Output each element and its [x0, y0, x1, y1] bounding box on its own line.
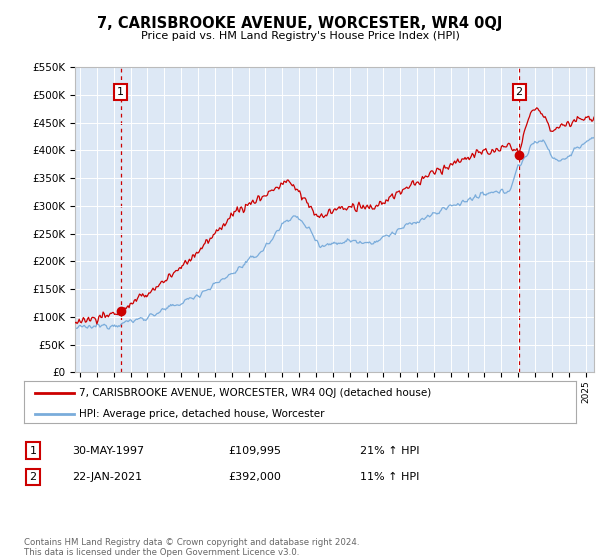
- Text: 2: 2: [29, 472, 37, 482]
- Text: HPI: Average price, detached house, Worcester: HPI: Average price, detached house, Worc…: [79, 409, 325, 418]
- Text: Price paid vs. HM Land Registry's House Price Index (HPI): Price paid vs. HM Land Registry's House …: [140, 31, 460, 41]
- Text: 1: 1: [117, 87, 124, 97]
- Text: £392,000: £392,000: [228, 472, 281, 482]
- Text: 1: 1: [29, 446, 37, 456]
- Text: 21% ↑ HPI: 21% ↑ HPI: [360, 446, 419, 456]
- Text: 30-MAY-1997: 30-MAY-1997: [72, 446, 144, 456]
- Text: 22-JAN-2021: 22-JAN-2021: [72, 472, 142, 482]
- Text: Contains HM Land Registry data © Crown copyright and database right 2024.
This d: Contains HM Land Registry data © Crown c…: [24, 538, 359, 557]
- Text: 11% ↑ HPI: 11% ↑ HPI: [360, 472, 419, 482]
- Text: 2: 2: [515, 87, 523, 97]
- Text: 7, CARISBROOKE AVENUE, WORCESTER, WR4 0QJ (detached house): 7, CARISBROOKE AVENUE, WORCESTER, WR4 0Q…: [79, 388, 431, 398]
- Text: 7, CARISBROOKE AVENUE, WORCESTER, WR4 0QJ: 7, CARISBROOKE AVENUE, WORCESTER, WR4 0Q…: [97, 16, 503, 31]
- Text: £109,995: £109,995: [228, 446, 281, 456]
